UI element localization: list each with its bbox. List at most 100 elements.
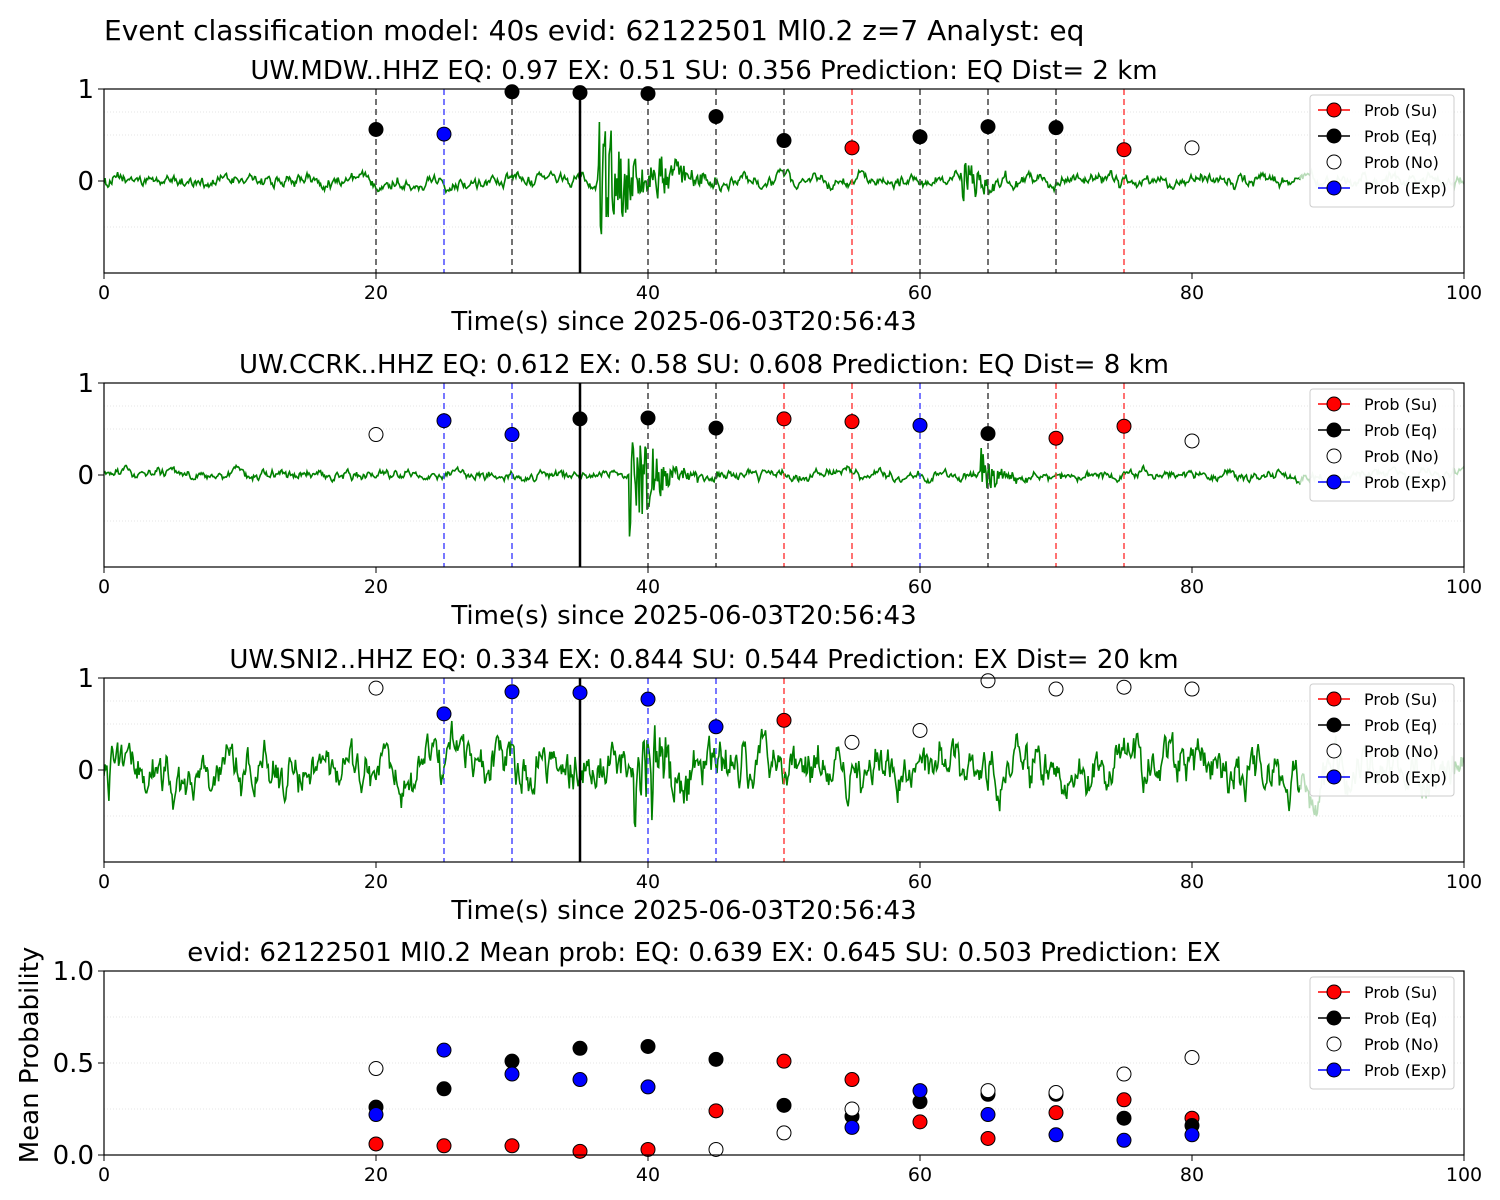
x-tick-label: 40 <box>636 282 660 304</box>
panel-title: UW.MDW..HHZ EQ: 0.97 EX: 0.51 SU: 0.356 … <box>250 56 1157 86</box>
x-tick-label: 100 <box>1446 1164 1482 1186</box>
legend-marker-eq <box>1326 128 1342 144</box>
x-tick-label: 20 <box>364 282 388 304</box>
x-tick-label: 80 <box>1180 1164 1204 1186</box>
prob-point-exp <box>436 706 452 722</box>
mean-point-exp <box>844 1119 860 1135</box>
prob-point-su <box>1116 142 1132 158</box>
mean-point-exp <box>572 1072 588 1088</box>
prob-point-eq <box>708 420 724 436</box>
x-tick-label: 60 <box>908 576 932 598</box>
x-tick-label: 100 <box>1446 871 1482 893</box>
prob-point-su <box>844 414 860 430</box>
prob-point-no <box>980 673 996 689</box>
legend-marker-exp <box>1326 180 1342 196</box>
prob-point-su <box>776 712 792 728</box>
legend-label-exp: Prob (Exp) <box>1364 179 1447 198</box>
prob-point-exp <box>504 427 520 443</box>
mean-point-eq <box>776 1097 792 1113</box>
y-tick-label: 1 <box>77 369 94 399</box>
x-axis-label: Time(s) since 2025-06-03T20:56:43 <box>450 896 916 926</box>
legend-label-eq: Prob (Eq) <box>1364 421 1437 440</box>
mean-point-su <box>980 1130 996 1146</box>
prob-point-no <box>844 734 860 750</box>
legend-label-eq: Prob (Eq) <box>1364 716 1437 735</box>
prob-point-eq <box>708 109 724 125</box>
x-tick-label: 60 <box>908 1164 932 1186</box>
legend-marker-su <box>1326 691 1342 707</box>
prob-point-exp <box>708 719 724 735</box>
panel-2: UW.CCRK..HHZ EQ: 0.612 EX: 0.58 SU: 0.60… <box>77 350 1482 631</box>
legend-label-exp: Prob (Exp) <box>1364 473 1447 492</box>
prob-point-eq <box>640 410 656 426</box>
prob-point-no <box>1116 679 1132 695</box>
mean-point-eq <box>708 1051 724 1067</box>
x-tick-label: 80 <box>1180 576 1204 598</box>
mean-point-exp <box>1184 1127 1200 1143</box>
prob-point-eq <box>1048 120 1064 136</box>
legend-marker-no <box>1326 1036 1342 1052</box>
prob-point-eq <box>980 119 996 135</box>
mean-point-su <box>844 1072 860 1088</box>
legend-label-no: Prob (No) <box>1364 153 1439 172</box>
plot-area <box>104 678 1464 862</box>
prob-point-su <box>1116 418 1132 434</box>
prob-point-no <box>1048 681 1064 697</box>
y-tick-label: 0 <box>77 756 94 786</box>
prob-point-eq <box>572 411 588 427</box>
legend-label-su: Prob (Su) <box>1364 395 1437 414</box>
panel-title: UW.SNI2..HHZ EQ: 0.334 EX: 0.844 SU: 0.5… <box>229 645 1178 675</box>
mean-point-eq <box>572 1040 588 1056</box>
prob-point-no <box>912 722 928 738</box>
mean-point-su <box>368 1136 384 1152</box>
prob-point-su <box>844 140 860 156</box>
mean-point-exp <box>368 1107 384 1123</box>
mean-point-su <box>1116 1092 1132 1108</box>
legend-marker-exp <box>1326 769 1342 785</box>
legend-marker-no <box>1326 154 1342 170</box>
plot-area <box>104 383 1464 567</box>
legend-box <box>1309 976 1455 1090</box>
x-tick-label: 40 <box>636 1164 660 1186</box>
x-tick-label: 40 <box>636 576 660 598</box>
mean-point-no <box>844 1101 860 1117</box>
legend-label-su: Prob (Su) <box>1364 101 1437 120</box>
mean-point-exp <box>912 1083 928 1099</box>
y-tick-label: 1 <box>77 664 94 694</box>
mean-point-exp <box>1116 1132 1132 1148</box>
waveform-trace <box>104 121 1302 235</box>
mean-point-exp <box>504 1066 520 1082</box>
prob-point-no <box>1184 140 1200 156</box>
prob-point-exp <box>436 126 452 142</box>
mean-point-su <box>912 1114 928 1130</box>
y-tick-label: 0 <box>77 167 94 197</box>
mean-point-su <box>504 1138 520 1154</box>
prob-point-eq <box>912 129 928 145</box>
legend-marker-su <box>1326 984 1342 1000</box>
prob-point-exp <box>572 685 588 701</box>
prob-point-no <box>368 427 384 443</box>
mean-point-eq <box>640 1038 656 1054</box>
legend-marker-su <box>1326 396 1342 412</box>
panel-3: UW.SNI2..HHZ EQ: 0.334 EX: 0.844 SU: 0.5… <box>77 645 1482 926</box>
panel-1: UW.MDW..HHZ EQ: 0.97 EX: 0.51 SU: 0.356 … <box>77 56 1482 337</box>
x-tick-label: 100 <box>1446 576 1482 598</box>
x-axis-label: Time(s) since 2025-06-03T20:56:43 <box>450 307 916 337</box>
mean-point-su <box>640 1141 656 1157</box>
prob-point-no <box>368 680 384 696</box>
x-tick-label: 100 <box>1446 282 1482 304</box>
x-tick-label: 0 <box>98 1164 110 1186</box>
mean-point-no <box>708 1141 724 1157</box>
legend-marker-eq <box>1326 1010 1342 1026</box>
prob-point-exp <box>912 417 928 433</box>
prob-point-no <box>1184 433 1200 449</box>
y-tick-label: 0 <box>77 461 94 491</box>
legend-marker-su <box>1326 102 1342 118</box>
mean-point-exp <box>1048 1127 1064 1143</box>
legend-box <box>1309 94 1455 208</box>
prob-point-eq <box>640 86 656 102</box>
plot-area <box>104 89 1464 273</box>
prob-point-eq <box>980 426 996 442</box>
mean-point-no <box>980 1083 996 1099</box>
